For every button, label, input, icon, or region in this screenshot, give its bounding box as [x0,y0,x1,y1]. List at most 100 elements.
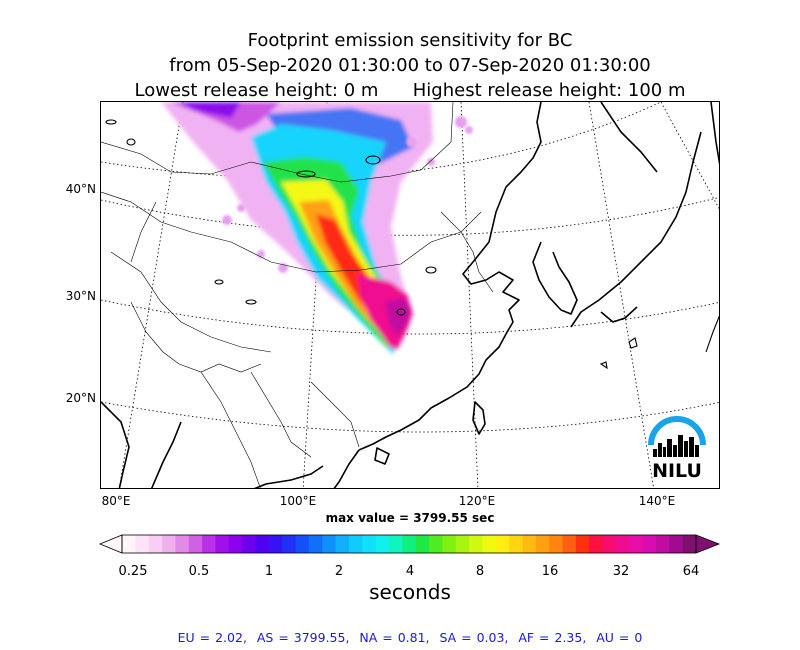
lake [126,138,136,146]
colorbar-cell [375,535,390,553]
colorbar-cell [215,535,230,553]
colorbar-cell [242,535,256,553]
graticule-line [460,102,479,488]
nilu-logo-arc [648,416,706,446]
colorbar-tick-0.25: 0.25 [118,564,148,579]
border-line [110,251,272,353]
coastline-japan-south [600,306,638,323]
colorbar-cell [268,535,283,553]
plume-speckles [222,116,473,273]
colorbar-under-arrow [98,534,123,554]
colorbar-cell [362,535,377,553]
lake [296,170,316,178]
graticule-line [118,102,184,488]
colorbar-cell [669,535,684,553]
colorbar-cell [562,535,577,553]
lon-label-120e: 120°E [458,494,496,508]
lat-label-20n: 20°N [65,391,96,405]
lakes-and-islands [105,119,719,370]
lat-label-40n: 40°N [65,182,96,196]
colorbar-outline [121,534,697,554]
coastline-russia-east [600,102,658,173]
graticule-line [660,102,719,210]
border-line [250,371,312,458]
max-value-label: max value = 3799.55 sec [325,511,495,525]
colorbar-cell [442,535,457,553]
colorbar-cell [522,535,537,553]
colorbar-tick-64: 64 [682,564,700,579]
coastline-indochina [333,449,360,488]
colorbar-tick-1: 1 [264,564,274,579]
colorbar-cell [589,535,603,553]
colorbar-cell [469,535,483,553]
border-line [101,191,482,273]
colorbar-cell [322,535,336,553]
graticule-line [101,197,719,236]
colorbar-cell [429,535,443,553]
colorbar-cell [122,535,136,553]
colorbar-cell [482,535,497,553]
island [705,315,719,353]
map-frame [100,101,720,489]
coastline-china [358,186,520,451]
plume [161,102,433,354]
coastline-russia [505,102,542,188]
colorbar-cell [509,535,523,553]
island [628,337,638,349]
lake [245,299,257,305]
graticule-line [101,299,719,335]
nilu-logo: NILU [648,416,706,482]
nilu-logo-text: NILU [652,460,702,482]
title-line-3: Lowest release height: 0 m Highest relea… [134,80,686,101]
lat-label-30n: 30°N [65,289,96,303]
colorbar-cell [255,535,270,553]
colorbar-tick-32: 32 [612,564,630,579]
border-line [130,301,262,373]
colorbar-cell [615,535,630,553]
coastlines [101,102,719,488]
colorbar-cell [629,535,644,553]
lake [365,155,381,165]
lon-label-140e: 140°E [638,494,676,508]
colorbar-cell [295,535,310,553]
region-values-text: EU = 2.02, AS = 3799.55, NA = 0.81, SA =… [177,630,643,645]
colorbar-cell [175,535,190,553]
lon-label-80e: 80°E [101,494,131,508]
graticule-line [588,102,655,488]
colorbar-cell [308,535,323,553]
colorbar-tick-8: 8 [475,564,485,579]
title-line-2: from 05-Sep-2020 01:30:00 to 07-Sep-2020… [169,55,651,76]
colorbar-cell [655,535,670,553]
title-line-1: Footprint emission sensitivity for BC [247,30,573,51]
lake [425,266,437,274]
lake [396,308,406,316]
colorbar-label: seconds [369,580,451,604]
colorbar-cell [575,535,590,553]
lon-label-100e: 100°E [279,494,317,508]
plume-layer-deep [385,298,411,336]
colorbar-cell [642,535,657,553]
lake [214,279,224,285]
coastline-korea [532,241,578,315]
colorbar-cell [495,535,510,553]
colorbar-cell [202,535,216,553]
colorbar-cell [602,535,617,553]
colorbar-cell [162,535,176,553]
colorbar-cell [415,535,430,553]
colorbar [98,534,721,554]
colorbar-cell [135,535,150,553]
colorbar-cell [388,535,403,553]
border-line [101,102,454,183]
coastline-sakhalin [710,102,719,165]
graticule-line [101,401,719,433]
border-line [130,201,157,263]
country-borders [101,102,494,488]
border-line [200,371,261,488]
coastline-india [101,401,130,488]
coastline-hainan [374,447,390,465]
colorbar-cell [535,535,550,553]
plume-layer-purple [179,102,241,118]
coastline-taiwan [472,401,486,435]
colorbar-cell [348,535,363,553]
lake [105,119,117,125]
